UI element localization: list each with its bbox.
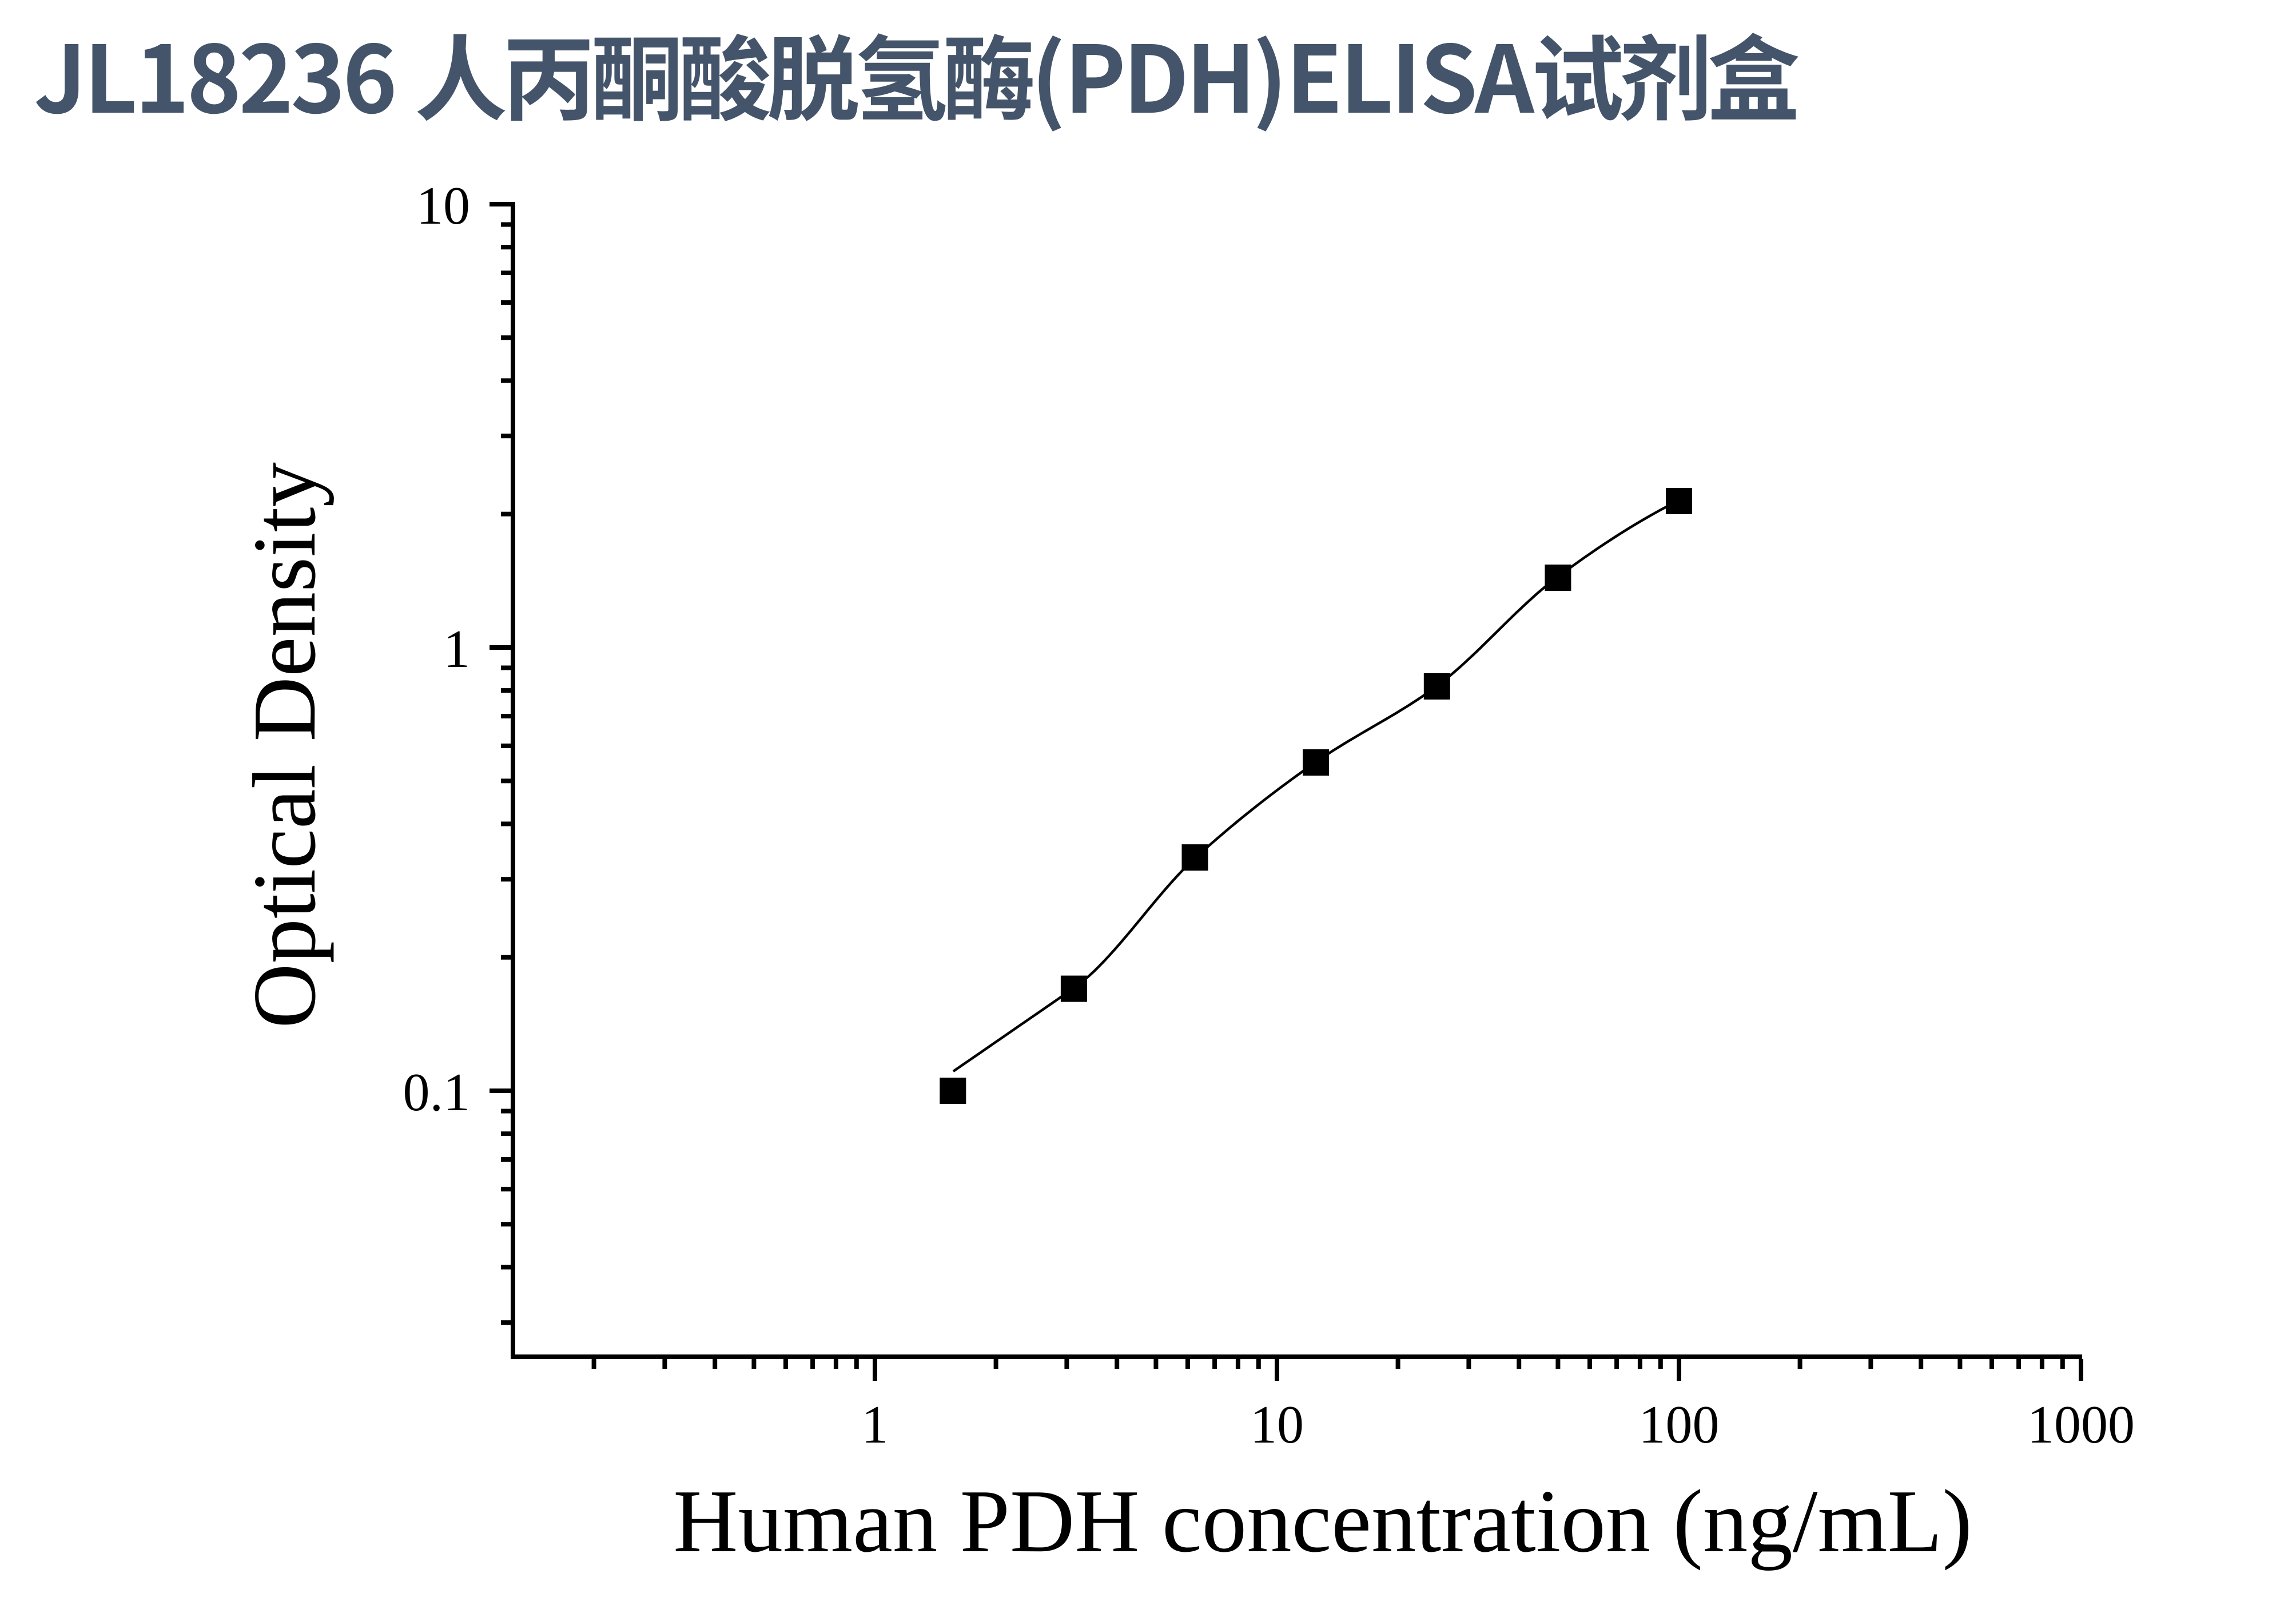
svg-text:10: 10 bbox=[416, 176, 470, 236]
svg-text:100: 100 bbox=[1639, 1395, 1720, 1455]
svg-text:1000: 1000 bbox=[2027, 1395, 2135, 1455]
svg-text:Human PDH concentration (ng/mL: Human PDH concentration (ng/mL) bbox=[673, 1471, 1972, 1571]
svg-text:1: 1 bbox=[862, 1395, 889, 1455]
svg-text:10: 10 bbox=[1250, 1395, 1304, 1455]
svg-text:0.1: 0.1 bbox=[403, 1063, 471, 1122]
svg-text:Optical Density: Optical Density bbox=[234, 462, 334, 1028]
svg-text:1: 1 bbox=[443, 619, 470, 679]
